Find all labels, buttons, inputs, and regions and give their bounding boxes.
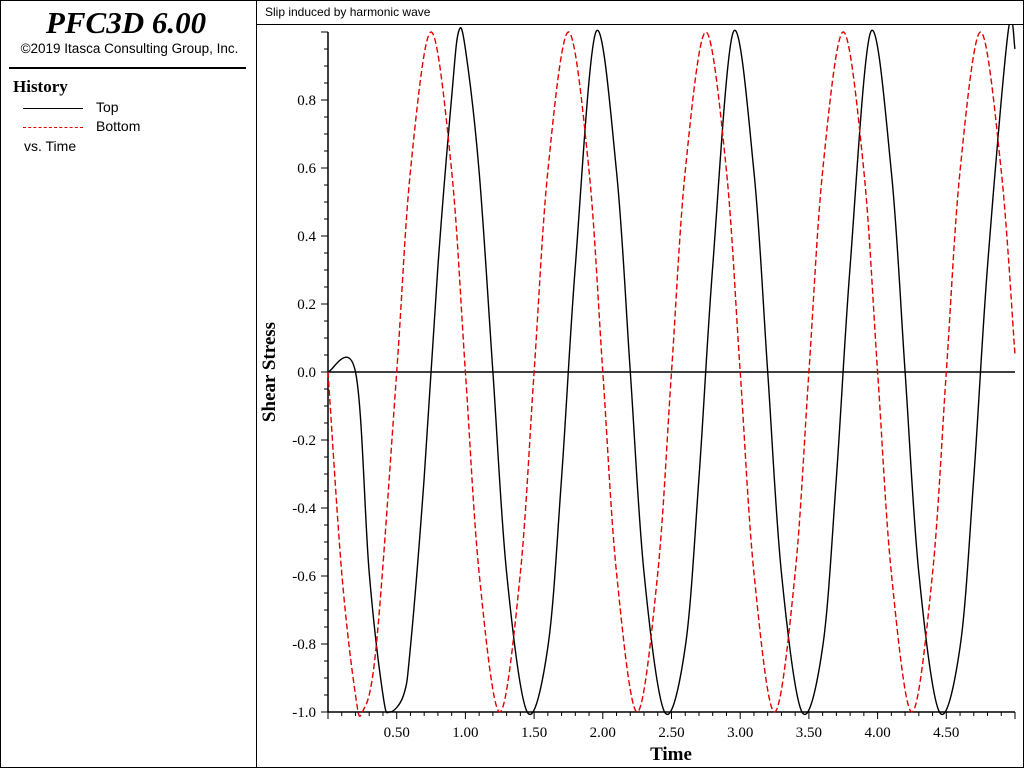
- x-tick-label: 3.00: [727, 725, 753, 741]
- app-title: PFC3D 6.00: [45, 5, 207, 40]
- y-tick-label: 0.2: [297, 297, 316, 313]
- y-tick-label: -0.4: [292, 501, 316, 517]
- y-tick-label: 0.0: [297, 365, 316, 381]
- y-axis-title: Shear Stress: [259, 322, 280, 422]
- x-tick-label: 4.50: [933, 725, 959, 741]
- legend-footer: vs. Time: [24, 138, 77, 154]
- y-tick-label: 0.4: [297, 229, 316, 245]
- title-divider: [9, 67, 246, 69]
- line-chart: 0.8 0.6 0.4 0.2 0.0 -0.2 -0.4 -0.6 -0.8 -1.0 0.50 1…: [259, 24, 1016, 765]
- legend-heading: History: [13, 77, 68, 96]
- legend-label-top: Top: [96, 99, 119, 115]
- y-tick-label: -0.8: [292, 637, 316, 653]
- x-axis-title: Time: [650, 744, 692, 765]
- legend-swatch-top: [23, 108, 83, 109]
- y-tick-label: -0.6: [292, 569, 316, 585]
- plot-panel: [256, 0, 1024, 768]
- x-tick-label: 0.50: [384, 725, 410, 741]
- plot-title-bar: Slip induced by harmonic wave: [256, 0, 1024, 25]
- x-tick-label: 4.00: [864, 725, 890, 741]
- series-line-bottom: [327, 31, 1016, 717]
- y-tick-label: 0.6: [297, 161, 316, 177]
- y-tick-label: -1.0: [292, 705, 316, 721]
- x-tick-label: 3.50: [796, 725, 822, 741]
- legend-label-bottom: Bottom: [96, 118, 141, 134]
- x-tick-label: 2.50: [658, 725, 684, 741]
- x-tick-label: 1.50: [521, 725, 547, 741]
- plot-title: Slip induced by harmonic wave: [265, 5, 431, 19]
- info-panel: PFC3D 6.00 ©2019 Itasca Consulting Group…: [0, 0, 257, 768]
- x-tick-label: 1.00: [452, 725, 478, 741]
- y-tick-label: 0.8: [297, 93, 316, 109]
- legend-swatch-bottom: [23, 127, 83, 128]
- y-tick-label: -0.2: [292, 433, 316, 449]
- series-line-top: [327, 24, 1016, 715]
- x-tick-label: 2.00: [590, 725, 616, 741]
- copyright-text: ©2019 Itasca Consulting Group, Inc.: [20, 41, 239, 56]
